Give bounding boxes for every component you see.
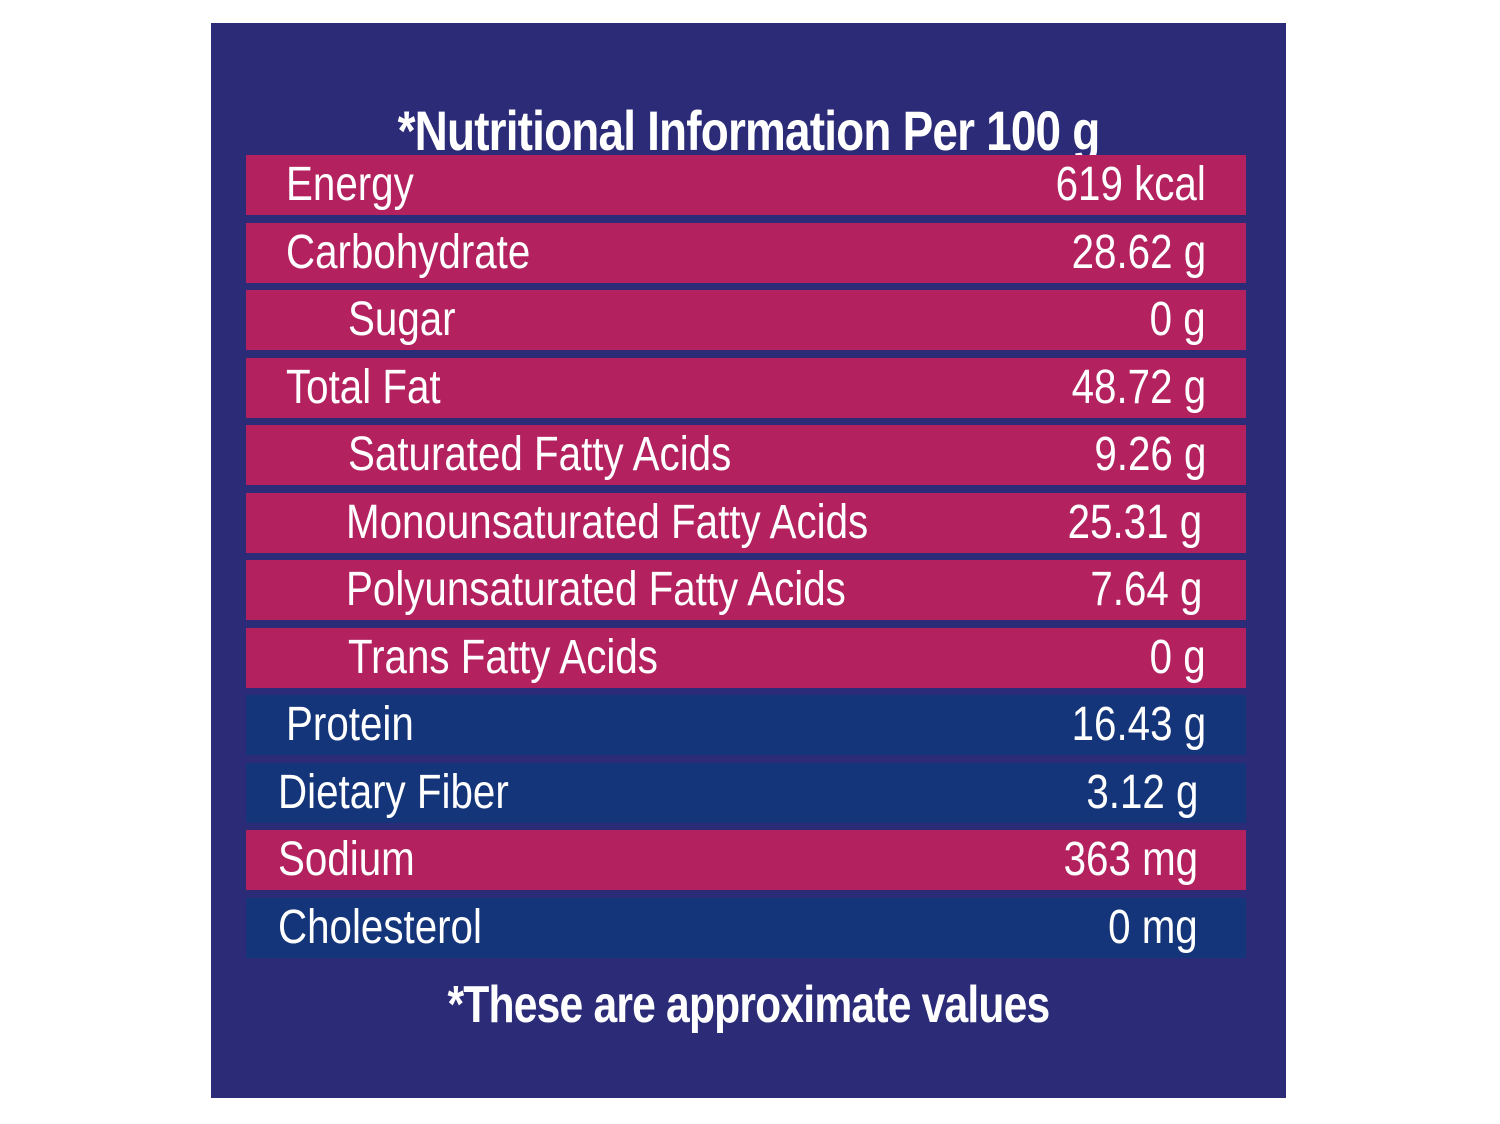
nutrient-value: 9.26 g xyxy=(1093,428,1206,481)
nutrient-label: Carbohydrate xyxy=(286,226,531,279)
footer-note: *These are approximate values xyxy=(447,976,1051,1034)
nutrient-row-energy: Energy 619 kcal xyxy=(246,155,1246,215)
nutrient-row-trans-fatty-acids: Trans Fatty Acids 0 g xyxy=(246,628,1246,688)
nutrient-row-protein: Protein 16.43 g xyxy=(246,695,1246,755)
nutrient-row-cholesterol: Cholesterol 0 mg xyxy=(246,898,1246,958)
nutrient-value: 363 mg xyxy=(1063,833,1198,886)
nutrient-label: Trans Fatty Acids xyxy=(348,631,658,684)
nutrient-label: Total Fat xyxy=(286,361,441,414)
nutrient-label: Sugar xyxy=(348,293,456,346)
nutrient-row-total-fat: Total Fat 48.72 g xyxy=(246,358,1246,418)
nutrient-row-dietary-fiber: Dietary Fiber 3.12 g xyxy=(246,763,1246,823)
nutrient-row-saturated-fatty-acids: Saturated Fatty Acids 9.26 g xyxy=(246,425,1246,485)
nutrient-value: 7.64 g xyxy=(1089,563,1202,616)
nutrient-value: 3.12 g xyxy=(1085,766,1198,819)
nutrient-value: 0 g xyxy=(1149,631,1206,684)
nutrient-value: 0 g xyxy=(1149,293,1206,346)
nutrient-row-sugar: Sugar 0 g xyxy=(246,290,1246,350)
nutrient-label: Energy xyxy=(286,158,414,211)
nutrient-value: 619 kcal xyxy=(1055,158,1206,211)
nutrient-label: Monounsaturated Fatty Acids xyxy=(346,496,869,549)
nutrient-value: 25.31 g xyxy=(1067,496,1202,549)
nutrient-label: Polyunsaturated Fatty Acids xyxy=(346,563,846,616)
nutrient-label: Cholesterol xyxy=(278,901,482,954)
nutrient-row-sodium: Sodium 363 mg xyxy=(246,830,1246,890)
nutrient-label: Saturated Fatty Acids xyxy=(348,428,732,481)
nutrient-row-monounsaturated-fatty-acids: Monounsaturated Fatty Acids 25.31 g xyxy=(246,493,1246,553)
nutrient-label: Protein xyxy=(286,698,414,751)
nutrient-value: 0 mg xyxy=(1108,901,1198,954)
nutrition-title: *Nutritional Information Per 100 g xyxy=(397,99,1101,162)
nutrient-row-carbohydrate: Carbohydrate 28.62 g xyxy=(246,223,1246,283)
nutrient-row-polyunsaturated-fatty-acids: Polyunsaturated Fatty Acids 7.64 g xyxy=(246,560,1246,620)
nutrient-value: 28.62 g xyxy=(1071,226,1206,279)
nutrient-value: 16.43 g xyxy=(1071,698,1206,751)
nutrient-label: Dietary Fiber xyxy=(278,766,509,819)
nutrient-label: Sodium xyxy=(278,833,415,886)
nutrient-value: 48.72 g xyxy=(1071,361,1206,414)
